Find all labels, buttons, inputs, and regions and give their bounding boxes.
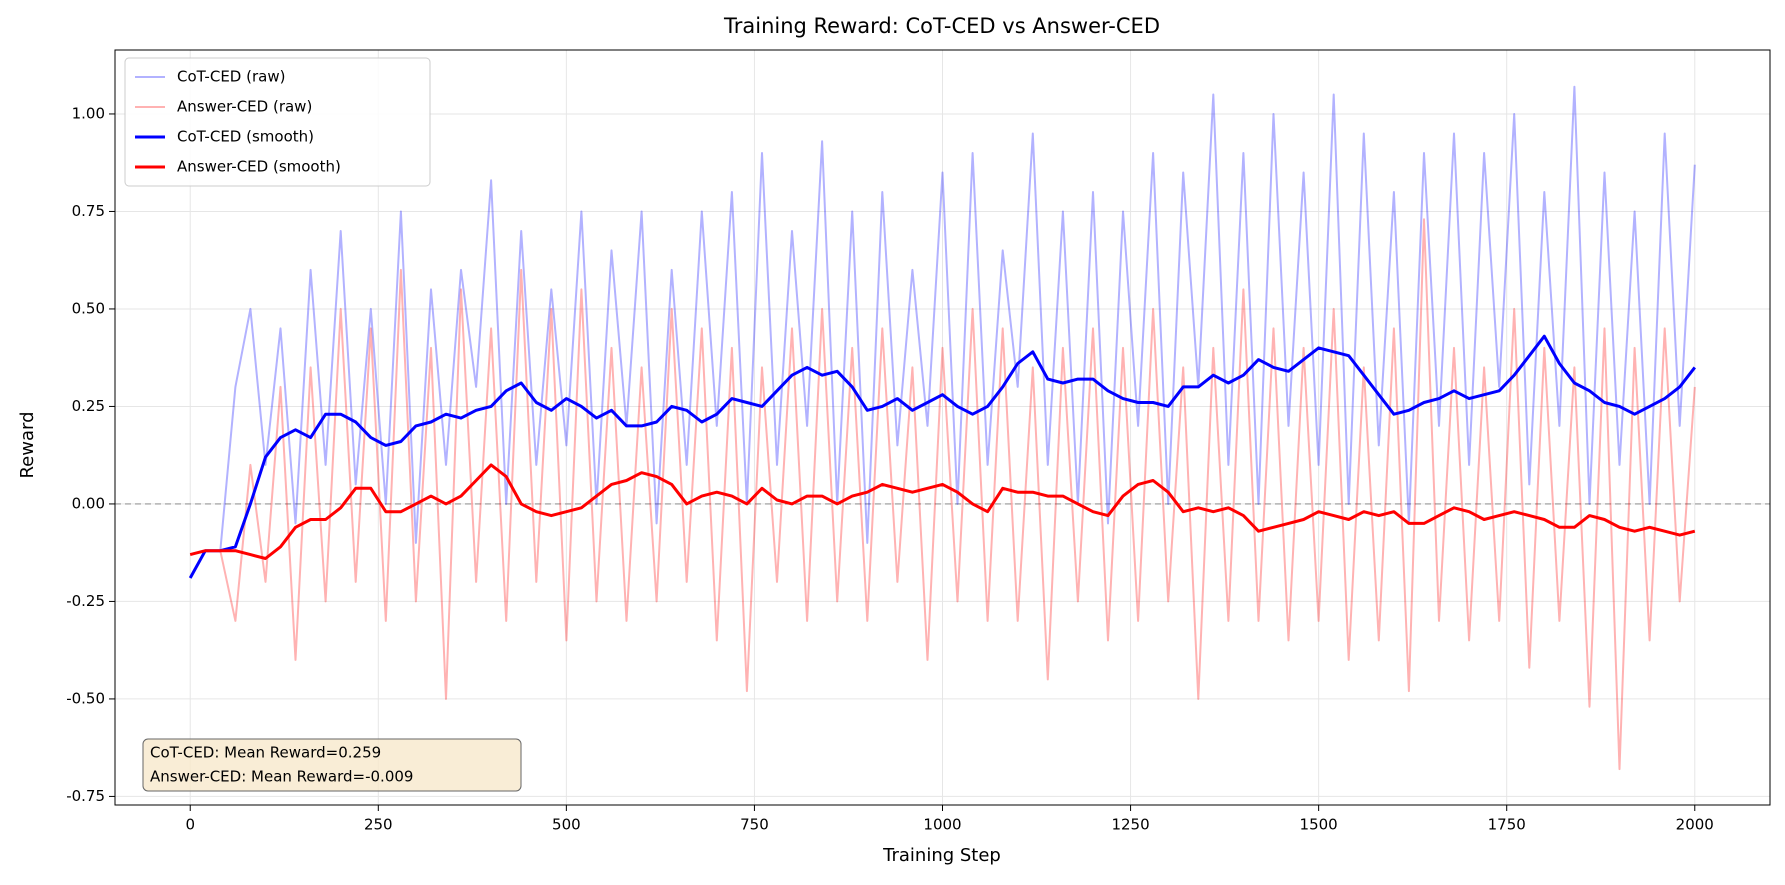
x-tick-label: 1000: [923, 816, 961, 834]
y-tick-label: -0.50: [66, 689, 105, 707]
y-tick-label: 0.25: [72, 397, 105, 415]
y-tick-label: 1.00: [72, 104, 105, 122]
legend-label: Answer-CED (raw): [177, 98, 312, 116]
y-tick-label: -0.25: [66, 592, 105, 610]
y-axis-label: Reward: [17, 411, 38, 478]
plot-frame: [114, 49, 1771, 806]
x-tick-label: 2000: [1676, 816, 1714, 834]
x-tick-label: 250: [364, 816, 393, 834]
series-line: [189, 85, 1696, 579]
x-tick-label: 500: [552, 816, 581, 834]
y-tick-label: 0.00: [72, 494, 105, 512]
x-tick-label: 1250: [1111, 816, 1149, 834]
x-axis-label: Training Step: [882, 845, 1001, 866]
series-line: [188, 334, 1696, 579]
series-line: [189, 463, 1696, 560]
y-tick-label: -0.75: [66, 787, 105, 805]
legend-label: Answer-CED (smooth): [177, 158, 341, 176]
annotation-text: CoT-CED: Mean Reward=0.259: [150, 744, 381, 762]
y-tick-label: 0.75: [72, 202, 105, 220]
legend-box: [124, 57, 431, 187]
legend-label: CoT-CED (smooth): [177, 128, 314, 146]
annotation-text: Answer-CED: Mean Reward=-0.009: [150, 768, 413, 786]
chart-title: Training Reward: CoT-CED vs Answer-CED: [723, 14, 1160, 38]
legend-label: CoT-CED (raw): [177, 68, 285, 86]
x-tick-label: 1750: [1488, 816, 1526, 834]
annotation-box: [142, 738, 522, 792]
y-tick-label: 0.50: [72, 299, 105, 317]
x-tick-label: 0: [185, 816, 195, 834]
series-line: [189, 218, 1696, 771]
x-tick-label: 1500: [1300, 816, 1338, 834]
x-tick-label: 750: [740, 816, 769, 834]
